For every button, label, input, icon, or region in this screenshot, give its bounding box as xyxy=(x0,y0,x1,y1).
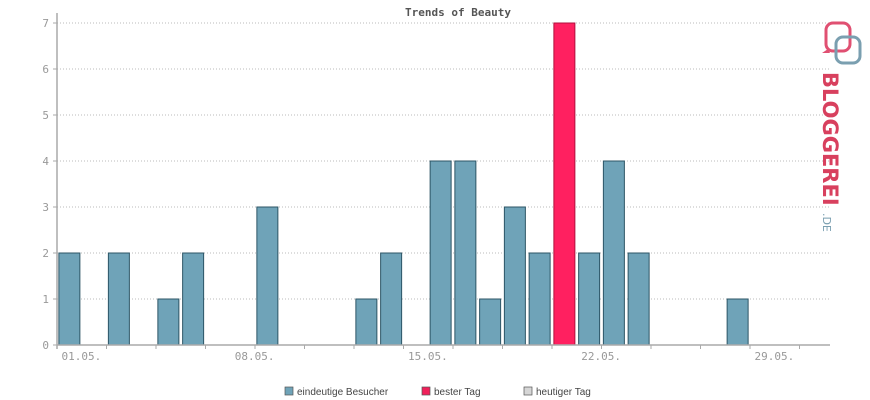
legend-swatch xyxy=(523,386,533,396)
logo-text: BLOGGEREI xyxy=(818,72,842,206)
y-tick-label: 3 xyxy=(42,201,49,214)
visitor-bar xyxy=(355,298,378,346)
visitor-bar xyxy=(429,160,452,346)
logo-suffix: .DE xyxy=(820,213,833,232)
axes xyxy=(53,13,830,349)
visitor-bar xyxy=(107,252,130,346)
x-tick-label: 22.05. xyxy=(581,350,621,363)
y-tick-label: 0 xyxy=(42,339,49,352)
visitor-bar xyxy=(256,206,279,346)
chart-title: Trends of Beauty xyxy=(405,6,511,19)
visitor-bar xyxy=(454,160,477,346)
legend-label: heutiger Tag xyxy=(536,387,591,398)
x-tick-label: 29.05. xyxy=(755,350,795,363)
bloggerei-logo: BLOGGEREI .DE xyxy=(818,21,862,232)
y-tick-label: 5 xyxy=(42,109,49,122)
logo-speech-bubbles-icon xyxy=(822,21,862,65)
visitor-bar xyxy=(58,252,81,346)
x-tick-label: 15.05. xyxy=(408,350,448,363)
visitor-bar xyxy=(627,252,650,346)
visitor-bar xyxy=(578,252,601,346)
x-tick-labels: 01.05. 08.05. 15.05. 22.05. 29.05. xyxy=(62,350,795,363)
x-tick-label: 08.05. xyxy=(235,350,275,363)
legend-swatch xyxy=(284,386,294,396)
visitor-bar xyxy=(602,160,625,346)
visitor-bar xyxy=(503,206,526,346)
visitor-bar xyxy=(479,298,502,346)
visitor-bar xyxy=(157,298,180,346)
y-tick-label: 4 xyxy=(42,155,49,168)
legend-label: eindeutige Besucher xyxy=(297,387,389,398)
visitor-bar xyxy=(182,252,205,346)
visitor-bar xyxy=(528,252,551,346)
legend: eindeutige Besucher bester Tag heutiger Ta… xyxy=(284,386,591,398)
y-tick-label: 7 xyxy=(42,17,49,30)
y-tick-labels: 0 1 2 3 4 5 6 7 xyxy=(42,17,49,352)
visitor-bar xyxy=(726,298,749,346)
bars xyxy=(58,22,749,346)
legend-label: bester Tag xyxy=(434,387,481,398)
y-tick-label: 1 xyxy=(42,293,49,306)
y-tick-label: 6 xyxy=(42,63,49,76)
legend-swatch xyxy=(421,386,431,396)
best-day-bar xyxy=(553,22,576,346)
x-tick-label: 01.05. xyxy=(62,350,102,363)
y-tick-label: 2 xyxy=(42,247,49,260)
visitor-bar xyxy=(380,252,403,346)
svg-text:BLOGGEREI .DE: BLOGGEREI .DE xyxy=(818,72,842,232)
